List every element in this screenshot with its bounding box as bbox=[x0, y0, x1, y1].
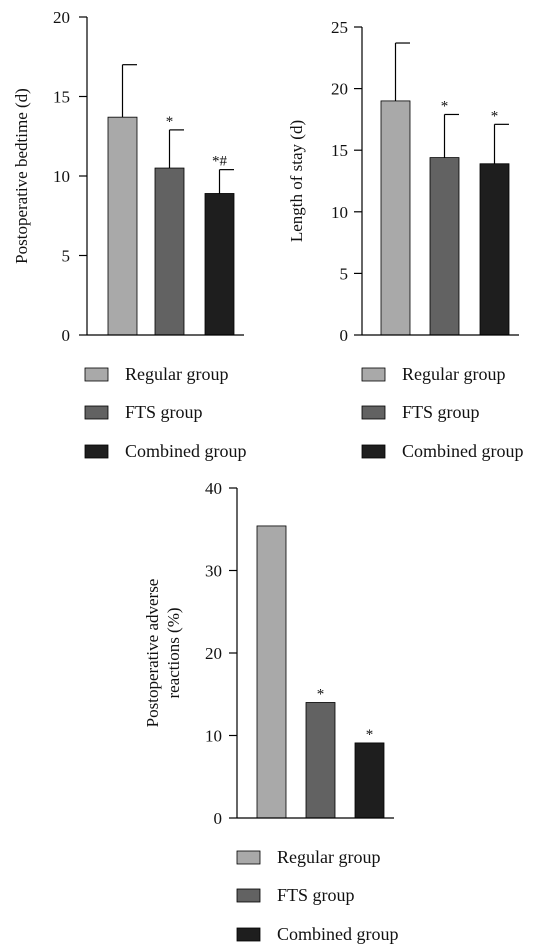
legend-swatch-1 bbox=[84, 367, 109, 382]
y-axis-label-line: Postoperative adverse bbox=[143, 579, 162, 728]
y-tick-label: 20 bbox=[331, 80, 348, 99]
significance-mark-3: * bbox=[491, 108, 499, 124]
legend-label-2: FTS group bbox=[402, 402, 480, 422]
y-tick-label: 25 bbox=[331, 18, 348, 37]
y-tick-label: 40 bbox=[205, 479, 222, 498]
significance-mark-3: *# bbox=[212, 154, 228, 170]
legend-label-3: Combined group bbox=[402, 441, 524, 461]
legend-swatch-2 bbox=[361, 405, 386, 420]
bar-2 bbox=[429, 157, 460, 336]
y-tick-label: 30 bbox=[205, 562, 222, 581]
legend-swatch-3 bbox=[361, 444, 386, 459]
legend-label-1: Regular group bbox=[277, 847, 380, 867]
significance-mark-2: * bbox=[166, 114, 174, 130]
legend-label-1: Regular group bbox=[402, 364, 505, 384]
legend-swatch-2 bbox=[236, 888, 261, 903]
y-tick-label: 10 bbox=[53, 167, 70, 186]
legend-swatch-1 bbox=[361, 367, 386, 382]
bar-3 bbox=[354, 742, 385, 819]
bar-2 bbox=[154, 167, 185, 336]
legend-label-3: Combined group bbox=[125, 441, 247, 461]
legend-swatch-1 bbox=[236, 850, 261, 865]
legend-label-2: FTS group bbox=[125, 402, 203, 422]
y-tick-label: 15 bbox=[53, 88, 70, 107]
y-tick-label: 20 bbox=[53, 8, 70, 27]
bar-1 bbox=[256, 525, 287, 819]
legend-swatch-3 bbox=[84, 444, 109, 459]
chart-1: * *# 0 5 10 15 20 Postoperative bedtime (d) Regu… bbox=[12, 8, 247, 461]
y-tick-label: 10 bbox=[331, 203, 348, 222]
y-axis-label: Postoperative adverse reactions (%) bbox=[143, 579, 183, 728]
bar-1 bbox=[380, 100, 411, 336]
significance-mark-2: * bbox=[441, 98, 449, 114]
y-tick-label: 0 bbox=[340, 326, 349, 345]
y-tick-label: 20 bbox=[205, 644, 222, 663]
y-tick-label: 10 bbox=[205, 727, 222, 746]
chart-2: * * 0 5 10 15 20 25 Length of stay (d) Regular gr… bbox=[287, 18, 524, 461]
legend-swatch-3 bbox=[236, 927, 261, 942]
y-axis-label: Postoperative bedtime (d) bbox=[12, 88, 31, 264]
significance-mark-2: * bbox=[317, 687, 325, 703]
y-axis-label: Length of stay (d) bbox=[287, 120, 306, 242]
y-axis-label-line: reactions (%) bbox=[164, 607, 183, 698]
bar-3 bbox=[204, 193, 235, 336]
y-tick-label: 0 bbox=[62, 326, 71, 345]
legend-swatch-2 bbox=[84, 405, 109, 420]
legend-label-2: FTS group bbox=[277, 885, 355, 905]
bar-3 bbox=[479, 163, 510, 336]
y-tick-label: 15 bbox=[331, 141, 348, 160]
y-tick-label: 5 bbox=[62, 247, 71, 266]
bar-2 bbox=[305, 702, 336, 819]
legend-label-3: Combined group bbox=[277, 924, 399, 944]
legend-label-1: Regular group bbox=[125, 364, 228, 384]
bar-1 bbox=[107, 116, 138, 336]
y-tick-label: 0 bbox=[214, 809, 223, 828]
chart-3: * * 0 10 20 30 40 Postoperative adverse reaction… bbox=[143, 479, 399, 944]
significance-mark-3: * bbox=[366, 727, 374, 743]
y-tick-label: 5 bbox=[340, 264, 349, 283]
